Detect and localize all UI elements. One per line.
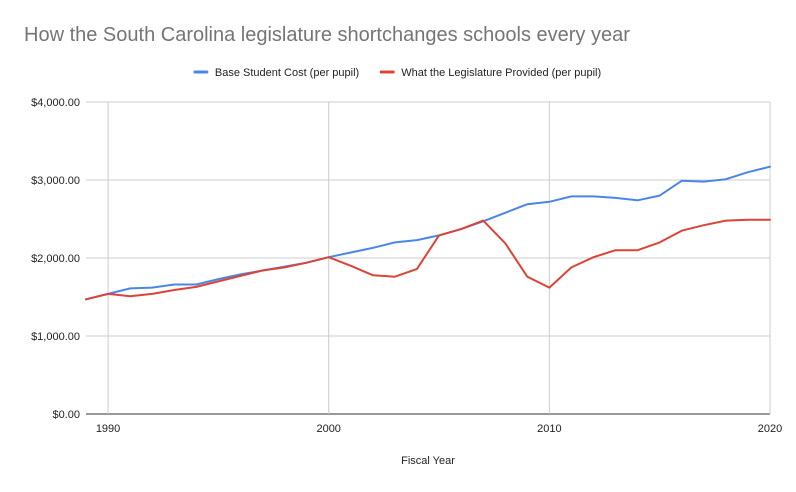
legend-item-1[interactable]: Base Student Cost (per pupil): [193, 67, 359, 79]
x-tick-label: 1990: [96, 423, 120, 435]
legend-label: What the Legislature Provided (per pupil…: [401, 67, 601, 79]
series-line-1: [85, 165, 771, 301]
chart-title: How the South Carolina legislature short…: [24, 24, 630, 46]
x-axis-title: Fiscal Year: [401, 455, 455, 467]
x-tick-label: 2010: [537, 423, 561, 435]
y-tick-label: $2,000.00: [31, 253, 80, 265]
y-tick-label: $4,000.00: [31, 97, 80, 109]
x-tick-label: 2020: [758, 423, 782, 435]
series-lines: [85, 165, 771, 301]
axes: $0.00 $1,000.00 $2,000.00 $3,000.00 $4,000.0…: [31, 97, 782, 435]
x-tick-label: 2000: [316, 423, 340, 435]
gridlines: [86, 101, 771, 415]
legend-item-2[interactable]: What the Legislature Provided (per pupil…: [379, 67, 601, 79]
y-tick-label: $1,000.00: [31, 331, 80, 343]
y-tick-label: $3,000.00: [31, 175, 80, 187]
legend: Base Student Cost (per pupil) What the Le…: [193, 67, 601, 79]
y-tick-label: $0.00: [52, 409, 80, 421]
series-line-2: [85, 218, 771, 301]
legend-label: Base Student Cost (per pupil): [215, 67, 359, 79]
